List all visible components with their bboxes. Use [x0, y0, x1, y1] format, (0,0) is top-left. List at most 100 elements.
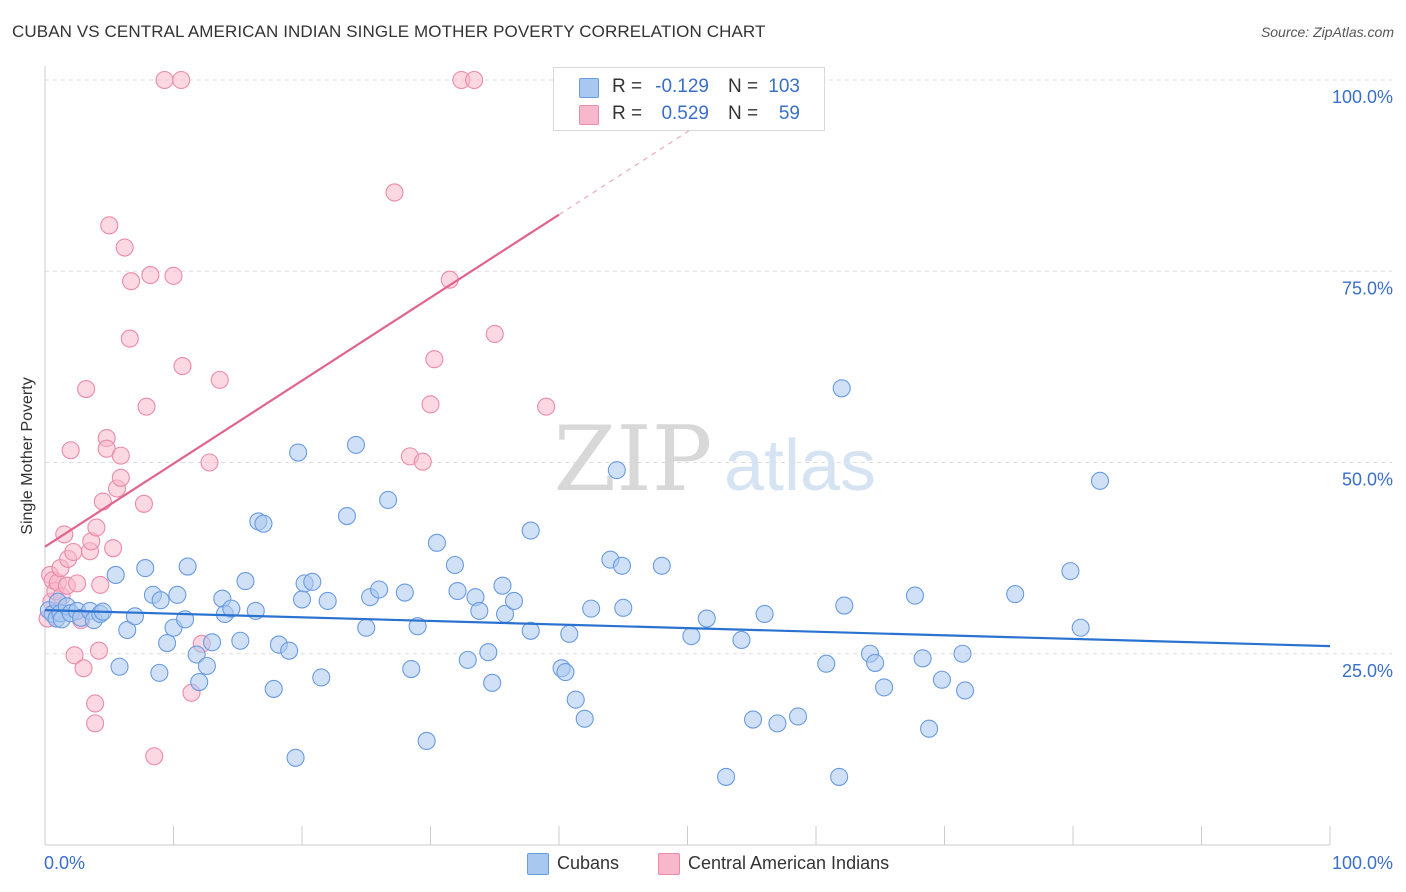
data-point-cubans: [337, 506, 357, 526]
data-point-central-american-indians: [89, 641, 109, 660]
data-point-cubans: [768, 714, 787, 733]
data-point-cubans: [125, 607, 144, 626]
grid-lines: [45, 79, 1392, 655]
data-point-central-american-indians: [465, 70, 484, 90]
data-point-central-american-indians: [74, 659, 93, 678]
data-point-central-american-indians: [425, 350, 444, 369]
data-point-cubans: [151, 591, 170, 610]
data-point-cubans: [395, 583, 414, 602]
watermark-atlas: atlas: [724, 426, 876, 506]
data-point-cubans: [158, 633, 177, 653]
data-point-cubans: [953, 644, 972, 663]
data-point-cubans: [1090, 471, 1110, 490]
data-point-cubans: [178, 557, 197, 576]
blue-swatch: [579, 78, 599, 98]
data-point-central-american-indians: [134, 494, 153, 513]
data-point-central-american-indians: [64, 542, 83, 562]
data-point-cubans: [913, 649, 932, 668]
n-label: N =: [728, 103, 759, 124]
data-point-cubans: [190, 673, 209, 692]
data-point-cubans: [682, 627, 701, 646]
data-point-central-american-indians: [77, 380, 96, 399]
data-point-cubans: [408, 617, 427, 636]
data-point-cubans: [920, 719, 939, 738]
data-point-cubans: [187, 645, 206, 664]
source-credit: Source: ZipAtlas.com: [1260, 24, 1394, 40]
data-point-cubans: [575, 709, 594, 728]
n-value: 103: [768, 76, 800, 97]
data-point-cubans: [402, 659, 421, 679]
data-point-central-american-indians: [86, 694, 105, 713]
data-point-cubans: [197, 656, 216, 676]
watermark: ZIP atlas: [554, 407, 876, 512]
chart-title: CUBAN VS CENTRAL AMERICAN INDIAN SINGLE …: [12, 22, 766, 41]
data-point-cubans: [318, 591, 337, 611]
data-point-central-american-indians: [93, 492, 112, 511]
data-point-cubans: [483, 673, 502, 692]
data-point-cubans: [106, 565, 125, 585]
data-point-cubans: [788, 707, 808, 726]
data-point-cubans: [755, 604, 774, 624]
data-point-cubans: [203, 633, 222, 652]
data-point-cubans: [566, 690, 585, 709]
data-point-central-american-indians: [485, 324, 504, 344]
data-point-cubans: [1006, 585, 1025, 604]
data-point-cubans: [303, 572, 322, 591]
stats-box: R = -0.129 N = 103 R = 0.529 N = 59: [553, 67, 825, 131]
blue-swatch: [527, 853, 549, 875]
data-point-cubans: [357, 618, 376, 637]
data-point-central-american-indians: [200, 453, 219, 472]
data-point-cubans: [280, 641, 299, 660]
pink-swatch: [579, 105, 599, 125]
tick-labels: 25.0% 50.0% 75.0% 100.0% 0.0% 100.0%: [44, 87, 1393, 873]
data-point-cubans: [556, 663, 575, 682]
r-value: -0.129: [655, 76, 709, 97]
y-tick-label: 25.0%: [1342, 661, 1393, 681]
y-tick-label: 75.0%: [1342, 278, 1393, 298]
data-point-cubans: [743, 710, 763, 729]
data-point-cubans: [835, 596, 854, 615]
data-point-cubans: [312, 668, 331, 687]
r-label: R =: [612, 76, 643, 97]
data-point-central-american-indians: [137, 397, 156, 416]
data-point-cubans: [264, 679, 283, 698]
data-point-central-american-indians: [385, 183, 404, 202]
data-point-central-american-indians: [155, 70, 174, 90]
data-point-central-american-indians: [104, 539, 123, 558]
data-point-cubans: [697, 609, 716, 628]
data-point-cubans: [379, 490, 398, 510]
data-point-cubans: [521, 521, 540, 540]
data-point-cubans: [875, 678, 894, 697]
data-point-cubans: [168, 585, 187, 604]
data-point-central-american-indians: [413, 452, 432, 471]
data-point-cubans: [614, 598, 633, 617]
data-point-central-american-indians: [86, 714, 105, 733]
trend-lines: [44, 84, 1331, 648]
data-point-central-american-indians: [65, 646, 84, 665]
trend-line-central-american-indians: [44, 213, 560, 548]
data-point-cubans: [607, 461, 626, 480]
data-point-cubans: [150, 663, 169, 682]
data-point-central-american-indians: [68, 574, 87, 593]
data-point-central-american-indians: [164, 266, 183, 285]
data-point-cubans: [448, 581, 467, 601]
data-point-cubans: [1061, 562, 1080, 581]
series-central-american-indians: [38, 70, 556, 766]
data-point-cubans: [612, 556, 632, 575]
data-point-cubans: [521, 621, 540, 640]
y-tick-label: 50.0%: [1342, 470, 1393, 490]
data-point-central-american-indians: [87, 518, 106, 537]
data-point-cubans: [504, 591, 524, 611]
data-point-central-american-indians: [210, 370, 229, 389]
data-point-central-american-indians: [537, 397, 556, 416]
legend-label: Cubans: [557, 853, 620, 873]
data-point-central-american-indians: [173, 357, 192, 376]
data-point-cubans: [716, 767, 736, 786]
data-point-cubans: [560, 624, 579, 643]
data-point-cubans: [289, 443, 308, 462]
data-point-cubans: [136, 559, 155, 578]
data-point-cubans: [830, 767, 849, 786]
data-point-central-american-indians: [122, 272, 141, 291]
data-point-cubans: [932, 670, 951, 689]
